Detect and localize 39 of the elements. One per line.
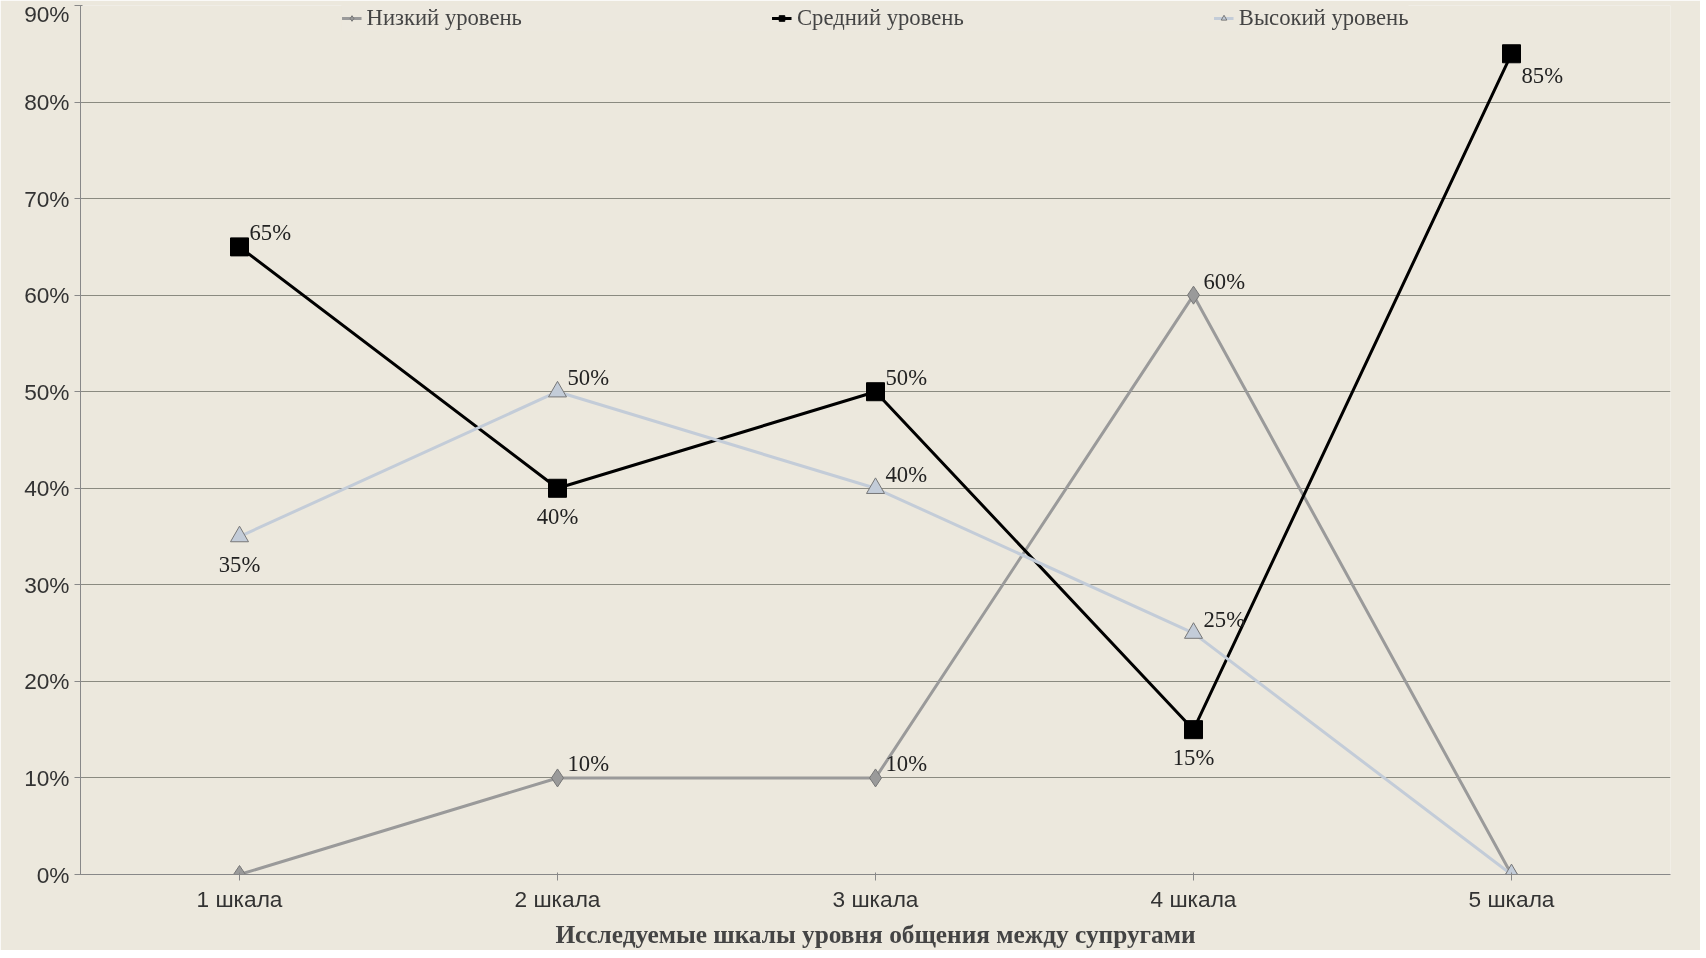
y-tick-label: 90% (24, 0, 70, 27)
x-tick-label: 3 шкала (832, 885, 919, 912)
legend-label: Средний уровень (796, 5, 964, 31)
data-label: 50% (567, 365, 610, 391)
point (1502, 44, 1521, 64)
y-tick-label: 70% (24, 185, 70, 212)
data-label: 10% (885, 751, 928, 777)
x-tick-label: 2 шкала (514, 885, 601, 912)
y-tick-label: 20% (24, 668, 70, 695)
y-tick-label: 30% (24, 571, 70, 598)
data-label: 65% (249, 220, 292, 246)
point (548, 478, 567, 498)
data-label: 40% (885, 461, 928, 487)
y-tick-label: 80% (24, 89, 70, 116)
data-label: 85% (1521, 63, 1564, 89)
point (230, 525, 249, 543)
data-label: 50% (885, 365, 928, 391)
y-tick-label: 40% (24, 475, 70, 502)
data-label: 10% (567, 751, 610, 777)
data-label: 15% (1172, 745, 1215, 771)
point (866, 382, 885, 402)
x-axis-title: Исследуемые шкалы уровня общения между супругами (555, 919, 1196, 948)
y-tick-label: 10% (24, 764, 70, 791)
data-label: 25% (1203, 606, 1246, 632)
data-label: 60% (1203, 268, 1246, 294)
point (548, 380, 567, 398)
point (1184, 622, 1203, 639)
y-tick-label: 60% (24, 282, 70, 309)
legend-label: Высокий уровень (1238, 5, 1409, 31)
data-label: 40% (536, 503, 579, 529)
point (866, 477, 885, 494)
x-tick-label: 5 шкала (1468, 885, 1555, 912)
legend-label: Низкий уровень (366, 5, 522, 31)
x-tick-label: 1 шкала (196, 885, 283, 912)
data-label: 35% (218, 552, 261, 578)
y-tick-label: 0% (36, 861, 70, 888)
y-tick-label: 50% (24, 378, 70, 405)
x-tick-label: 4 шкала (1150, 885, 1237, 912)
point (230, 237, 249, 257)
